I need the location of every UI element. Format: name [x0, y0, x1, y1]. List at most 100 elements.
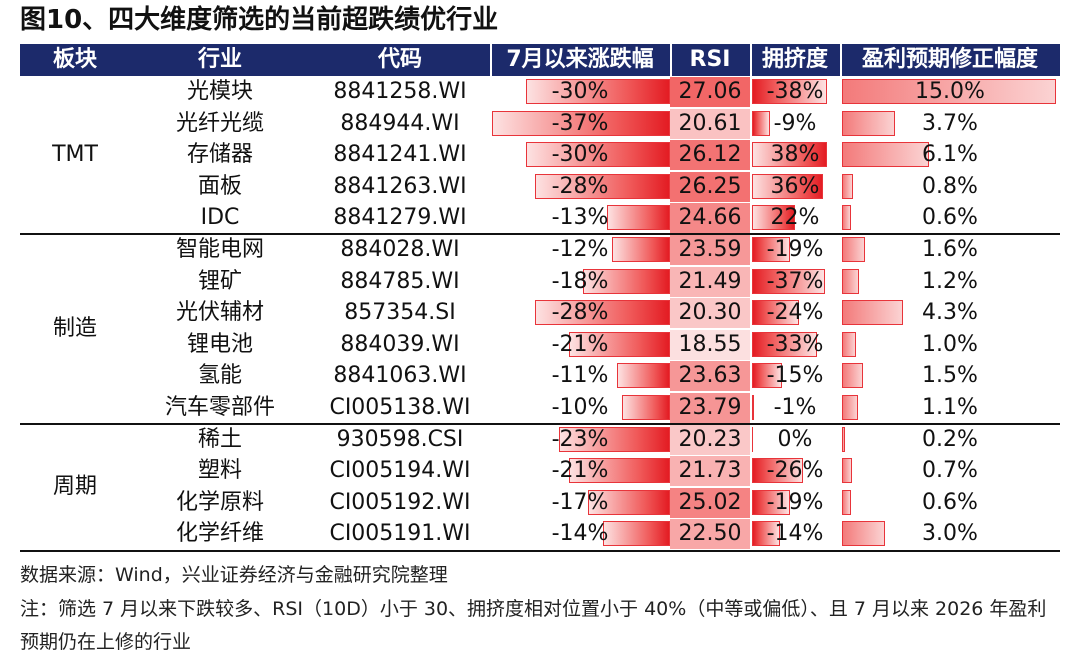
crowding-value: -1%: [773, 395, 817, 420]
table-row: 锂矿 884785.WI -18% 21.49 -37% 1.2%: [20, 266, 1060, 298]
industry-code: 8841263.WI: [333, 173, 467, 199]
crowding-bar-negative: [752, 237, 790, 262]
crowding-value: -24%: [766, 300, 824, 326]
revision-value: 6.1%: [922, 142, 978, 168]
header-change: 7月以来涨跌幅: [506, 47, 654, 72]
group-divider: [20, 233, 1060, 235]
rsi-heat-cell: [670, 140, 750, 171]
industry-code: 884944.WI: [340, 110, 460, 136]
crowding-bar-negative: [752, 110, 770, 136]
revision-value: 3.0%: [922, 521, 978, 547]
industry-code: 884028.WI: [340, 237, 460, 262]
crowding-value: 36%: [770, 173, 820, 199]
rsi-value: 20.30: [678, 300, 742, 326]
crowding-bar-negative: [752, 268, 826, 294]
change-value: -18%: [551, 268, 609, 294]
table-row: 存储器 8841241.WI -30% 26.12 38% 6.1%: [20, 139, 1060, 171]
change-value: -11%: [551, 363, 609, 389]
industry-code: CI005192.WI: [329, 489, 471, 515]
change-bar: [559, 426, 670, 452]
rsi-value: 23.59: [678, 237, 742, 262]
change-value: -21%: [551, 331, 609, 357]
industry-code: CI005194.WI: [329, 458, 471, 484]
industry-code: 930598.CSI: [336, 426, 464, 452]
table-row: 智能电网 884028.WI -12% 23.59 -19% 1.6%: [20, 234, 1060, 266]
crowding-value: -19%: [766, 489, 824, 515]
industry-name: 光伏辅材: [175, 300, 264, 326]
industry-name: IDC: [200, 205, 240, 231]
change-bar: [602, 521, 670, 547]
table-row: 光模块 8841258.WI -30% 27.06 -38% 15.0%: [20, 76, 1060, 108]
crowding-value: -37%: [766, 268, 824, 294]
revision-bar: [842, 205, 851, 231]
industry-name: 智能电网: [175, 237, 264, 262]
change-value: -37%: [551, 110, 609, 136]
revision-value: 1.1%: [922, 395, 978, 420]
rsi-heat-cell: [670, 171, 750, 202]
revision-bar: [842, 268, 860, 294]
change-bar: [525, 79, 670, 104]
change-bar: [617, 363, 670, 389]
rsi-heat-cell: [670, 361, 750, 392]
crowding-value: 0%: [777, 426, 813, 452]
change-value: -13%: [551, 205, 609, 231]
change-bar: [612, 237, 670, 262]
change-bar: [535, 300, 670, 326]
header-revision: 盈利预期修正幅度: [861, 47, 1038, 72]
industry-name: 塑料: [197, 458, 242, 484]
crowding-bar-negative: [752, 489, 790, 515]
change-value: -12%: [551, 237, 609, 262]
table-row: 面板 8841263.WI -28% 26.25 36% 0.8%: [20, 171, 1060, 203]
change-value: -30%: [551, 79, 609, 104]
industry-code: 8841279.WI: [333, 205, 467, 231]
crowding-bar-negative: [752, 79, 827, 104]
revision-bar: [842, 458, 852, 484]
industry-name: 氢能: [197, 363, 242, 389]
change-value: -28%: [551, 300, 609, 326]
header-divider: [840, 44, 842, 76]
revision-value: 4.3%: [922, 300, 978, 326]
rsi-value: 23.63: [678, 363, 742, 389]
crowding-bar-positive: [752, 205, 796, 231]
crowding-value: -19%: [766, 237, 824, 262]
revision-value: 0.2%: [922, 426, 978, 452]
crowding-value: -15%: [766, 363, 824, 389]
rsi-heat-cell: [670, 487, 750, 518]
crowding-value: -33%: [766, 331, 824, 357]
change-value: -30%: [551, 142, 609, 168]
revision-bar: [842, 79, 1056, 104]
change-bar: [621, 395, 670, 420]
industry-name: 锂矿: [197, 268, 242, 294]
change-bar: [583, 268, 670, 294]
header-industry: 行业: [197, 47, 242, 72]
crowding-value: -38%: [766, 79, 824, 104]
group-divider: [20, 422, 1060, 425]
industry-name: 锂电池: [186, 331, 253, 357]
revision-value: 1.6%: [922, 237, 978, 262]
rsi-value: 26.25: [678, 173, 742, 199]
revision-bar: [842, 300, 904, 326]
table-row: 锂电池 884039.WI -21% 18.55 -33% 1.0%: [20, 329, 1060, 361]
header-divider: [750, 44, 752, 76]
industry-code: 8841241.WI: [333, 142, 467, 168]
change-value: -21%: [551, 458, 609, 484]
rsi-value: 22.50: [678, 521, 742, 547]
source-note: 数据来源：Wind，兴业证券经济与金融研究院整理: [20, 564, 448, 586]
rsi-heat-cell: [670, 456, 750, 487]
crowding-value: 22%: [770, 205, 820, 231]
industry-name: 存储器: [186, 142, 253, 168]
table-row: 化学纤维 CI005191.WI -14% 22.50 -14% 3.0%: [20, 518, 1060, 550]
industry-code: 884039.WI: [340, 331, 460, 357]
rsi-heat-cell: [670, 298, 750, 329]
revision-value: 1.0%: [922, 331, 978, 357]
figure-title: 图10、四大维度筛选的当前超跌绩优行业: [20, 5, 499, 35]
industry-name: 面板: [197, 173, 242, 199]
rsi-heat-cell: [670, 77, 750, 107]
revision-bar: [842, 363, 864, 389]
rsi-heat-cell: [670, 519, 750, 550]
crowding-bar-zero: [752, 426, 753, 452]
table-row: IDC 8841279.WI -13% 24.66 22% 0.6%: [20, 202, 1060, 234]
industry-code: 8841258.WI: [333, 79, 467, 104]
change-bar: [492, 110, 670, 136]
table-row: 光纤光缆 884944.WI -37% 20.61 -9% 3.7%: [20, 108, 1060, 140]
